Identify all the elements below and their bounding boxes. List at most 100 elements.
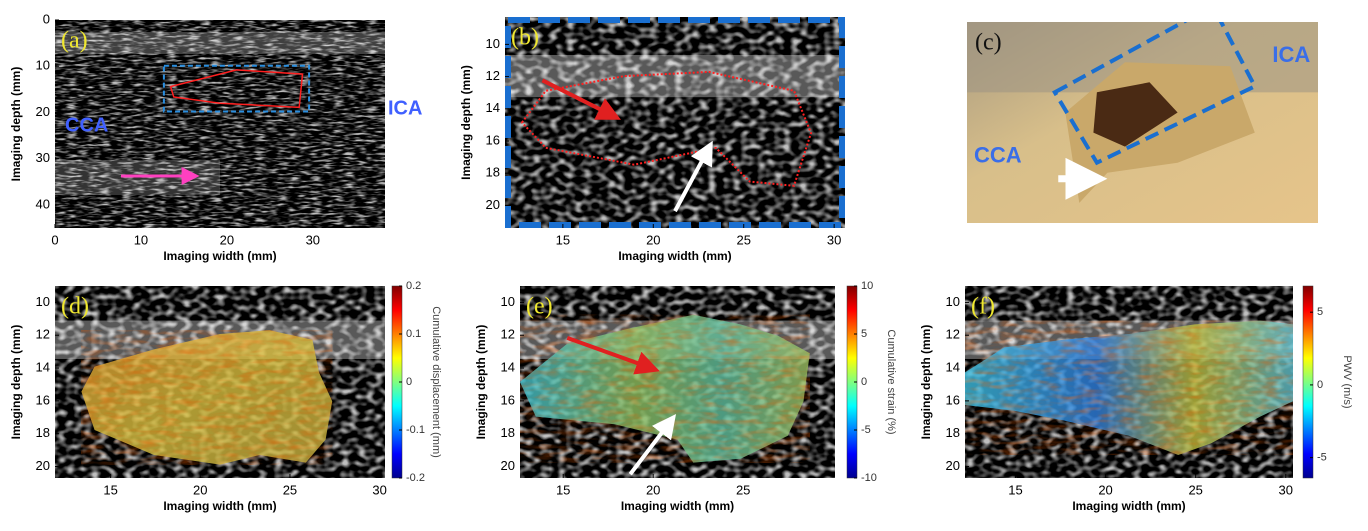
y-tick-label: 10 [501, 294, 515, 309]
speckle [55, 20, 385, 228]
colorbar-tick-label: 5 [1317, 306, 1323, 318]
arrow [673, 140, 713, 213]
panel-image [520, 286, 835, 478]
roi-border [505, 17, 845, 228]
x-tick-label: 15 [556, 482, 570, 497]
colorbar-tick-label: 5 [861, 328, 867, 340]
y-tick-label: 0 [43, 11, 50, 26]
y-tick-label: 40 [36, 196, 50, 211]
y-tick-label: 10 [36, 58, 50, 73]
wall [505, 54, 845, 98]
panel-image [505, 17, 845, 228]
colorbar-tick-label: 0 [1317, 379, 1323, 391]
overlay-texture [81, 330, 333, 465]
y-tick-label: 14 [36, 359, 50, 374]
arrow [566, 335, 660, 375]
panel-image [55, 286, 385, 478]
y-tick-label: 14 [946, 359, 960, 374]
x-axis-label: Imaging width (mm) [1072, 499, 1185, 513]
colorbar-tick-label: -0.1 [406, 424, 425, 436]
y-tick-label: 10 [486, 36, 500, 51]
colorbar-label: PWV (m/s) [1341, 355, 1353, 408]
roi-box [1052, 22, 1258, 166]
annotation: ICA [1272, 42, 1310, 67]
annotation: ICA [388, 98, 422, 120]
colorbar-tick-label: 10 [861, 280, 873, 292]
panel-image [967, 22, 1318, 223]
x-axis-label: Imaging width (mm) [618, 249, 731, 263]
colorbar-tick-label: 0.1 [406, 328, 421, 340]
plaque-outline [169, 69, 304, 109]
colorbar-tick-label: -0.2 [406, 472, 425, 484]
y-axis-label: Imaging depth (mm) [919, 325, 933, 440]
y-tick-label: 14 [486, 100, 500, 115]
x-tick-label: 20 [220, 232, 234, 247]
panel-image [55, 20, 385, 228]
overlay-texture [965, 320, 1293, 455]
y-tick-label: 18 [946, 425, 960, 440]
x-axis-label: Imaging width (mm) [621, 499, 734, 513]
y-tick-label: 12 [36, 327, 50, 342]
annotation: CCA [65, 114, 108, 136]
y-tick-label: 16 [486, 132, 500, 147]
y-tick-label: 20 [946, 458, 960, 473]
panel: (f) 15 20 25 30 10 12 14 16 18 20 Imaging width (mm… [919, 285, 1353, 513]
y-tick-label: 16 [501, 392, 515, 407]
x-axis-label: Imaging width (mm) [163, 249, 276, 263]
panel-label: (d) [61, 294, 89, 320]
x-tick-label: 0 [51, 232, 58, 247]
y-tick-label: 20 [486, 197, 500, 212]
y-tick-label: 18 [501, 425, 515, 440]
y-axis-label: Imaging depth (mm) [9, 67, 23, 182]
colorbar-tick-label: -5 [1317, 452, 1327, 464]
lumen [1093, 82, 1178, 147]
speckle [505, 17, 845, 228]
y-tick-label: 10 [36, 294, 50, 309]
panel: (e) 15 20 25 10 12 14 16 18 20 Imaging width (mm) I… [474, 280, 897, 513]
x-tick-label: 15 [103, 482, 117, 497]
x-tick-label: 20 [646, 482, 660, 497]
y-tick-label: 18 [36, 425, 50, 440]
x-tick-label: 15 [1008, 482, 1022, 497]
y-tick-label: 12 [501, 327, 515, 342]
panel-image [965, 286, 1293, 478]
x-tick-label: 25 [736, 232, 750, 247]
roi-box [162, 64, 311, 113]
x-tick-label: 25 [283, 482, 297, 497]
colorbar-tick-label: -10 [861, 472, 877, 484]
arrow [541, 78, 621, 120]
panel: CCA ICA (a) 0 10 20 30 0 10 20 30 40 Imaging width (… [9, 11, 422, 263]
y-axis-label: Imaging depth (mm) [9, 325, 23, 440]
panel-label: (a) [61, 28, 88, 54]
x-tick-label: 20 [193, 482, 207, 497]
overlay-texture [520, 314, 810, 463]
panel-label: (f) [971, 294, 995, 320]
y-tick-label: 16 [946, 392, 960, 407]
panel: (b) 15 20 25 30 10 12 14 16 18 20 Imaging width (mm… [459, 17, 845, 263]
x-tick-label: 10 [134, 232, 148, 247]
y-axis-label: Imaging depth (mm) [459, 65, 473, 180]
panel-label: (b) [511, 25, 539, 51]
panel-label: (c) [975, 30, 1002, 56]
panel-label: (e) [526, 294, 553, 320]
colorbar-tick-label: -5 [861, 424, 871, 436]
y-tick-label: 30 [36, 150, 50, 165]
colorbar-label: Cumulative strain (%) [885, 329, 897, 434]
plaque-outline [520, 70, 813, 187]
colorbar-tick-label: 0 [406, 376, 412, 388]
y-tick-label: 20 [501, 458, 515, 473]
colorbar-tick-label: 0.2 [406, 280, 421, 292]
x-tick-label: 20 [646, 232, 660, 247]
y-tick-label: 18 [486, 165, 500, 180]
x-tick-label: 25 [1188, 482, 1202, 497]
wall [55, 32, 385, 54]
x-tick-label: 20 [1098, 482, 1112, 497]
x-axis-label: Imaging width (mm) [163, 499, 276, 513]
arrow [628, 414, 677, 476]
x-tick-label: 25 [736, 482, 750, 497]
colorbar [1302, 285, 1314, 479]
x-tick-label: 30 [1279, 482, 1293, 497]
x-tick-label: 30 [372, 482, 386, 497]
